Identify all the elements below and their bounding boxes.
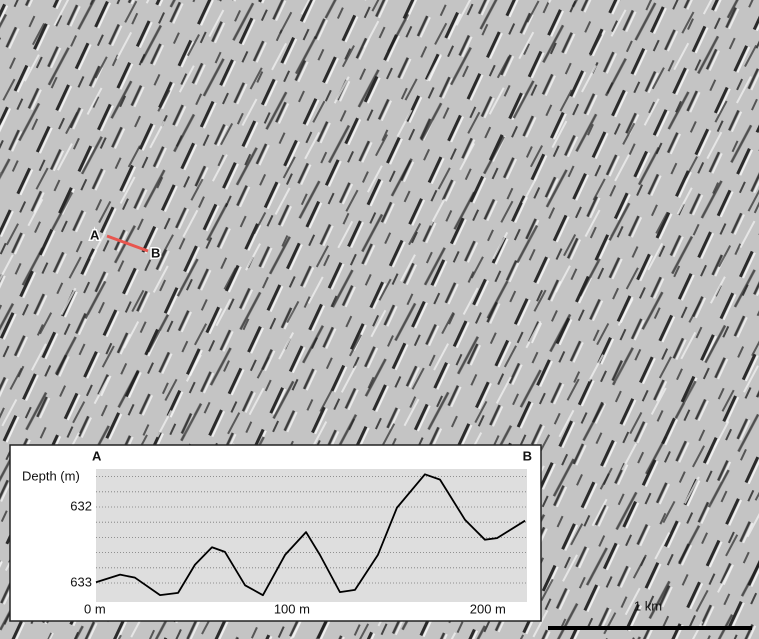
profile-label-a: A	[92, 448, 102, 463]
profile-line	[106, 234, 149, 253]
scale-bar-label: 1 km	[634, 598, 662, 613]
x-tick-label: 0 m	[84, 601, 106, 616]
profile-chart: 632 633 0 m 100 m 200 m Depth (m) A B	[22, 448, 532, 616]
profile-line	[95, 473, 526, 597]
profile-label-b: B	[523, 448, 532, 463]
plot-area	[96, 469, 527, 602]
map-label-b: B	[151, 245, 160, 260]
x-tick-label: 200 m	[470, 601, 506, 616]
map-label-a: A	[90, 227, 100, 242]
y-tick-label: 633	[70, 574, 92, 589]
y-axis-label: Depth (m)	[22, 468, 80, 483]
y-tick-label: 632	[70, 498, 92, 513]
x-tick-label: 100 m	[274, 601, 310, 616]
